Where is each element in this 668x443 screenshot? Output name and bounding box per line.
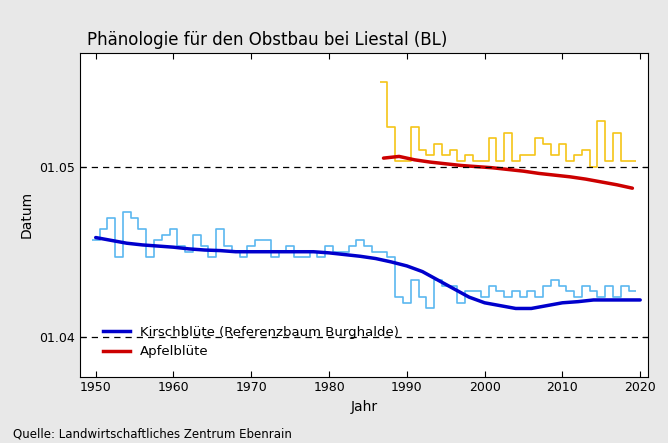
X-axis label: Jahr: Jahr bbox=[351, 400, 377, 414]
Text: Quelle: Landwirtschaftliches Zentrum Ebenrain: Quelle: Landwirtschaftliches Zentrum Ebe… bbox=[13, 428, 292, 441]
Legend: Kirschblüte (Referenzbaum Burghalde), Apfelblüte: Kirschblüte (Referenzbaum Burghalde), Ap… bbox=[98, 320, 405, 364]
Y-axis label: Datum: Datum bbox=[20, 191, 34, 238]
Text: Phänologie für den Obstbau bei Liestal (BL): Phänologie für den Obstbau bei Liestal (… bbox=[87, 31, 447, 49]
